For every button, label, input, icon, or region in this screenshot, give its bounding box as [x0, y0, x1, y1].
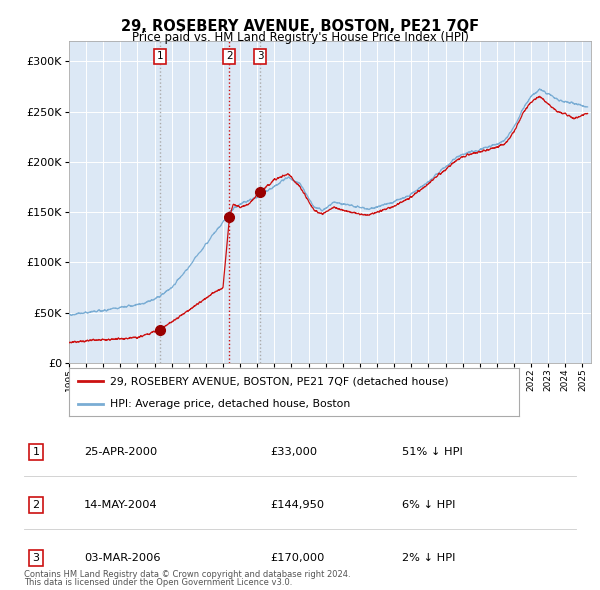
Text: 1: 1	[157, 51, 163, 61]
Text: Contains HM Land Registry data © Crown copyright and database right 2024.: Contains HM Land Registry data © Crown c…	[24, 570, 350, 579]
Text: £33,000: £33,000	[270, 447, 317, 457]
Text: 6% ↓ HPI: 6% ↓ HPI	[402, 500, 455, 510]
Text: 29, ROSEBERY AVENUE, BOSTON, PE21 7QF: 29, ROSEBERY AVENUE, BOSTON, PE21 7QF	[121, 19, 479, 34]
Text: HPI: Average price, detached house, Boston: HPI: Average price, detached house, Bost…	[110, 399, 350, 409]
Text: 2: 2	[226, 51, 233, 61]
Text: This data is licensed under the Open Government Licence v3.0.: This data is licensed under the Open Gov…	[24, 578, 292, 587]
Text: 25-APR-2000: 25-APR-2000	[84, 447, 157, 457]
Text: 03-MAR-2006: 03-MAR-2006	[84, 553, 161, 563]
Text: 3: 3	[257, 51, 263, 61]
Text: 29, ROSEBERY AVENUE, BOSTON, PE21 7QF (detached house): 29, ROSEBERY AVENUE, BOSTON, PE21 7QF (d…	[110, 376, 448, 386]
Text: 3: 3	[32, 553, 40, 563]
Text: £144,950: £144,950	[270, 500, 324, 510]
Text: 14-MAY-2004: 14-MAY-2004	[84, 500, 158, 510]
Text: 2% ↓ HPI: 2% ↓ HPI	[402, 553, 455, 563]
Text: 51% ↓ HPI: 51% ↓ HPI	[402, 447, 463, 457]
Text: Price paid vs. HM Land Registry's House Price Index (HPI): Price paid vs. HM Land Registry's House …	[131, 31, 469, 44]
Text: 1: 1	[32, 447, 40, 457]
Text: £170,000: £170,000	[270, 553, 325, 563]
Text: 2: 2	[32, 500, 40, 510]
